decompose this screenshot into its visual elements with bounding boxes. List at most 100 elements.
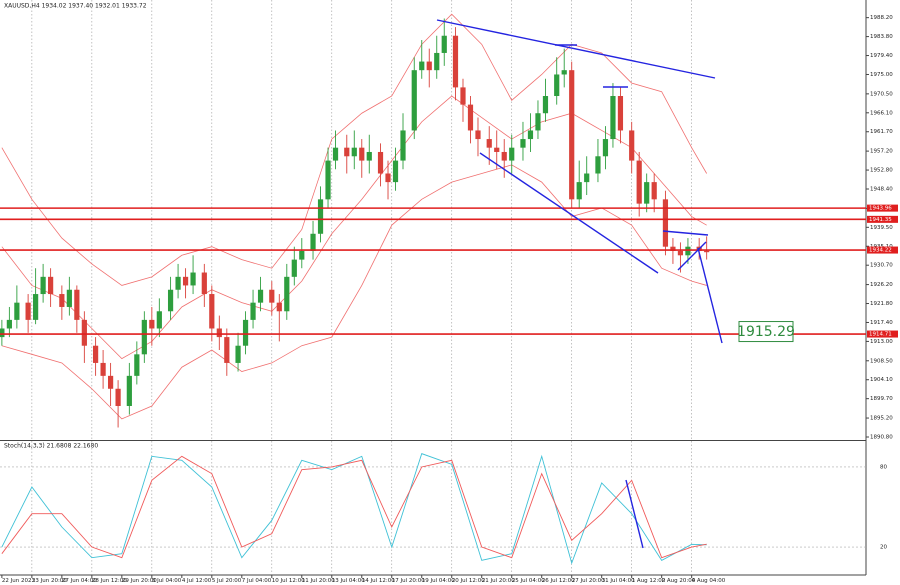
- candle-body: [25, 302, 31, 320]
- candle-body: [14, 302, 20, 320]
- candle-body: [224, 337, 230, 363]
- trend-line: [677, 241, 707, 271]
- candle-body: [576, 182, 582, 200]
- y-tick-label: 1908.50: [870, 358, 893, 364]
- candle-body: [209, 294, 215, 329]
- y-tick-label: 1961.70: [870, 129, 893, 135]
- candle-body: [486, 139, 492, 148]
- candle-body: [475, 130, 481, 140]
- x-tick-label: 27 Jul 20:00: [572, 578, 605, 584]
- y-tick-label: 1890.80: [870, 434, 893, 440]
- candle-body: [33, 294, 39, 320]
- candle-body: [66, 289, 72, 307]
- trend-line: [436, 19, 716, 79]
- x-tick-label: 3 Jul 04:00: [152, 578, 182, 584]
- target-label: 1915.29: [737, 324, 795, 340]
- candle-body: [6, 319, 12, 329]
- candle-body: [494, 147, 500, 152]
- candle-body: [216, 328, 222, 338]
- candle-body: [100, 362, 106, 376]
- y-tick-label: 1966.10: [870, 110, 893, 116]
- trend-line: [625, 479, 644, 549]
- candle-body: [535, 113, 541, 131]
- candle-body: [434, 52, 440, 71]
- candle-body: [126, 375, 132, 406]
- x-tick-label: 11 Jul 20:00: [302, 578, 335, 584]
- x-tick-label: 5 Jul 20:00: [212, 578, 242, 584]
- candle-body: [400, 130, 406, 161]
- candle-body: [704, 250, 710, 253]
- candle-body: [317, 199, 324, 234]
- x-tick-label: 22 Jun 2023: [2, 578, 36, 584]
- candle-body: [190, 272, 196, 286]
- candle-body: [411, 70, 417, 131]
- candle-body: [670, 246, 676, 251]
- candle-body: [81, 319, 87, 346]
- candle-body: [629, 130, 635, 161]
- candle-body: [677, 250, 684, 256]
- x-tick-label: 17 Jul 20:00: [392, 578, 425, 584]
- oscillator-tick-label: 20: [880, 545, 887, 551]
- candle-body: [441, 35, 447, 53]
- y-tick-label: 1975.00: [870, 72, 893, 78]
- level-tag: [867, 215, 898, 223]
- x-tick-label: 10 Jul 12:00: [272, 578, 305, 584]
- y-tick-label: 1952.80: [870, 168, 893, 174]
- x-tick-label: 4 Aug 04:00: [692, 578, 726, 584]
- candle-body: [385, 173, 391, 183]
- level-tag: [867, 204, 898, 212]
- candle-body: [250, 302, 256, 320]
- candle-body: [351, 147, 357, 157]
- candle-body: [595, 156, 601, 174]
- x-tick-label: 25 Jul 04:00: [512, 578, 545, 584]
- candle-body: [310, 233, 316, 251]
- candle-body: [257, 289, 264, 303]
- candle-body: [115, 388, 121, 406]
- level-label: 1934.22: [869, 248, 892, 254]
- x-tick-label: 13 Jul 04:00: [332, 578, 365, 584]
- candle-body: [0, 328, 5, 338]
- candle-body: [325, 160, 331, 200]
- y-tick-label: 1970.50: [870, 91, 893, 97]
- candle-body: [662, 199, 669, 247]
- trendlines: [436, 19, 723, 549]
- x-tick-label: 21 Jul 20:00: [482, 578, 515, 584]
- candle-body: [527, 130, 534, 140]
- candle-body: [276, 302, 282, 312]
- candle-body: [467, 104, 474, 131]
- x-tick-label: 31 Jul 04:00: [602, 578, 635, 584]
- x-tick-label: 14 Jul 12:00: [362, 578, 395, 584]
- chart-title: XAUUSD,H4 1934.02 1937.40 1932.01 1933.7…: [4, 3, 147, 10]
- y-tick-label: 1899.70: [870, 396, 893, 402]
- candle-body: [40, 276, 46, 295]
- trend-line: [662, 230, 709, 236]
- y-tick-label: 1913.00: [870, 339, 893, 345]
- y-tick-label: 1983.80: [870, 34, 893, 40]
- candle-body: [332, 147, 339, 161]
- level-tag: [867, 246, 898, 254]
- candle-body: [59, 294, 65, 307]
- candle-body: [509, 147, 515, 161]
- candle-body: [291, 259, 297, 277]
- x-tick-label: 2 Aug 20:00: [662, 578, 696, 584]
- candle-body: [561, 70, 567, 75]
- y-tick-label: 1926.20: [870, 282, 893, 288]
- x-tick-label: 28 Jun 12:00: [92, 578, 127, 584]
- candle-body: [584, 173, 590, 183]
- x-tick-label: 4 Jul 12:00: [182, 578, 212, 584]
- candle-body: [175, 276, 181, 290]
- x-tick-label: 23 Jun 20:00: [32, 578, 67, 584]
- y-tick-label: 1904.10: [870, 377, 893, 383]
- x-tick-label: 7 Jul 04:00: [242, 578, 272, 584]
- candle-body: [554, 74, 560, 97]
- y-tick-label: 1895.20: [870, 416, 893, 422]
- candle-body: [235, 345, 241, 363]
- x-tick-label: 20 Jul 12:00: [452, 578, 485, 584]
- y-tick-label: 1917.40: [870, 320, 893, 326]
- candle-body: [141, 319, 147, 355]
- trend-line: [479, 152, 659, 274]
- level-tag: [867, 330, 898, 338]
- candle-body: [569, 70, 575, 200]
- target-box: [738, 321, 794, 343]
